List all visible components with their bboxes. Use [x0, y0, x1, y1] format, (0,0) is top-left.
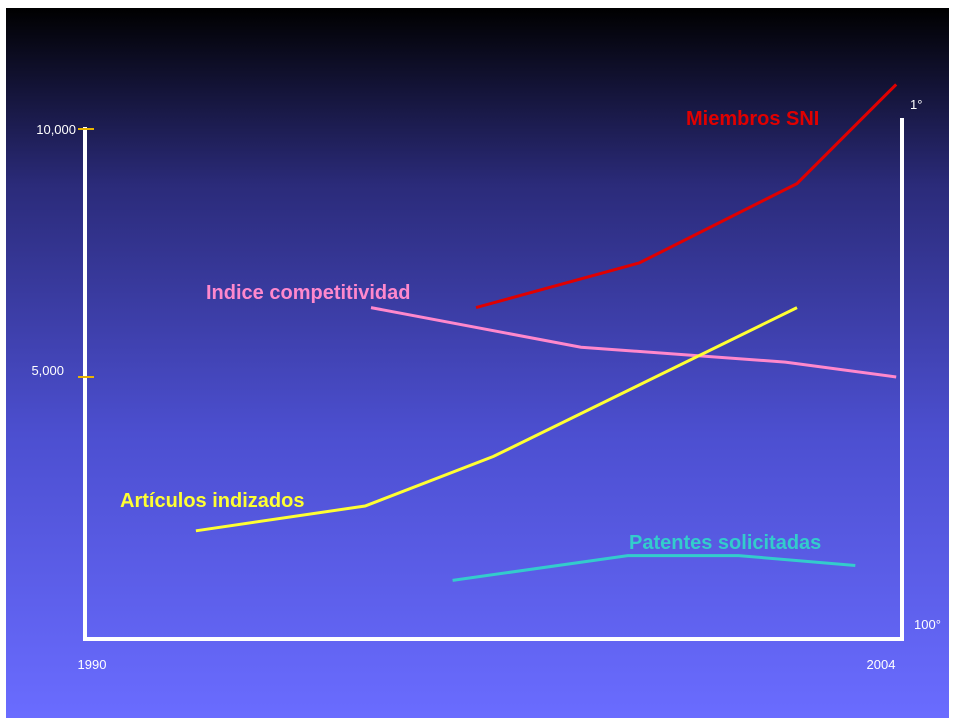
series-line-indice-competitividad [370, 306, 897, 379]
series-label-patentes-solicitadas: Patentes solicitadas [629, 532, 821, 554]
right-axis-top-label: 1° [910, 97, 922, 112]
series-line-patentes-solicitadas [452, 554, 856, 582]
x-tick-label-start: 1990 [78, 657, 107, 672]
right-axis-bottom-label: 100° [914, 617, 941, 632]
y-tick-label-10000: 10,000 [36, 122, 76, 137]
series-label-indice-competitividad: Indice competitividad [206, 282, 410, 304]
series-label-miembros-sni: Miembros SNI [686, 108, 819, 130]
series-line-articulos-indizados [195, 306, 798, 533]
series-label-articulos-indizados: Artículos indizados [120, 490, 304, 512]
slide-background: 10,000 5,000 1° 100° 1990 2004 Miembros … [6, 8, 949, 718]
y-tick-label-5000: 5,000 [31, 363, 64, 378]
line-chart: 10,000 5,000 1° 100° 1990 2004 Miembros … [31, 83, 941, 672]
series-line-miembros-sni [475, 83, 898, 310]
x-tick-label-end: 2004 [867, 657, 896, 672]
